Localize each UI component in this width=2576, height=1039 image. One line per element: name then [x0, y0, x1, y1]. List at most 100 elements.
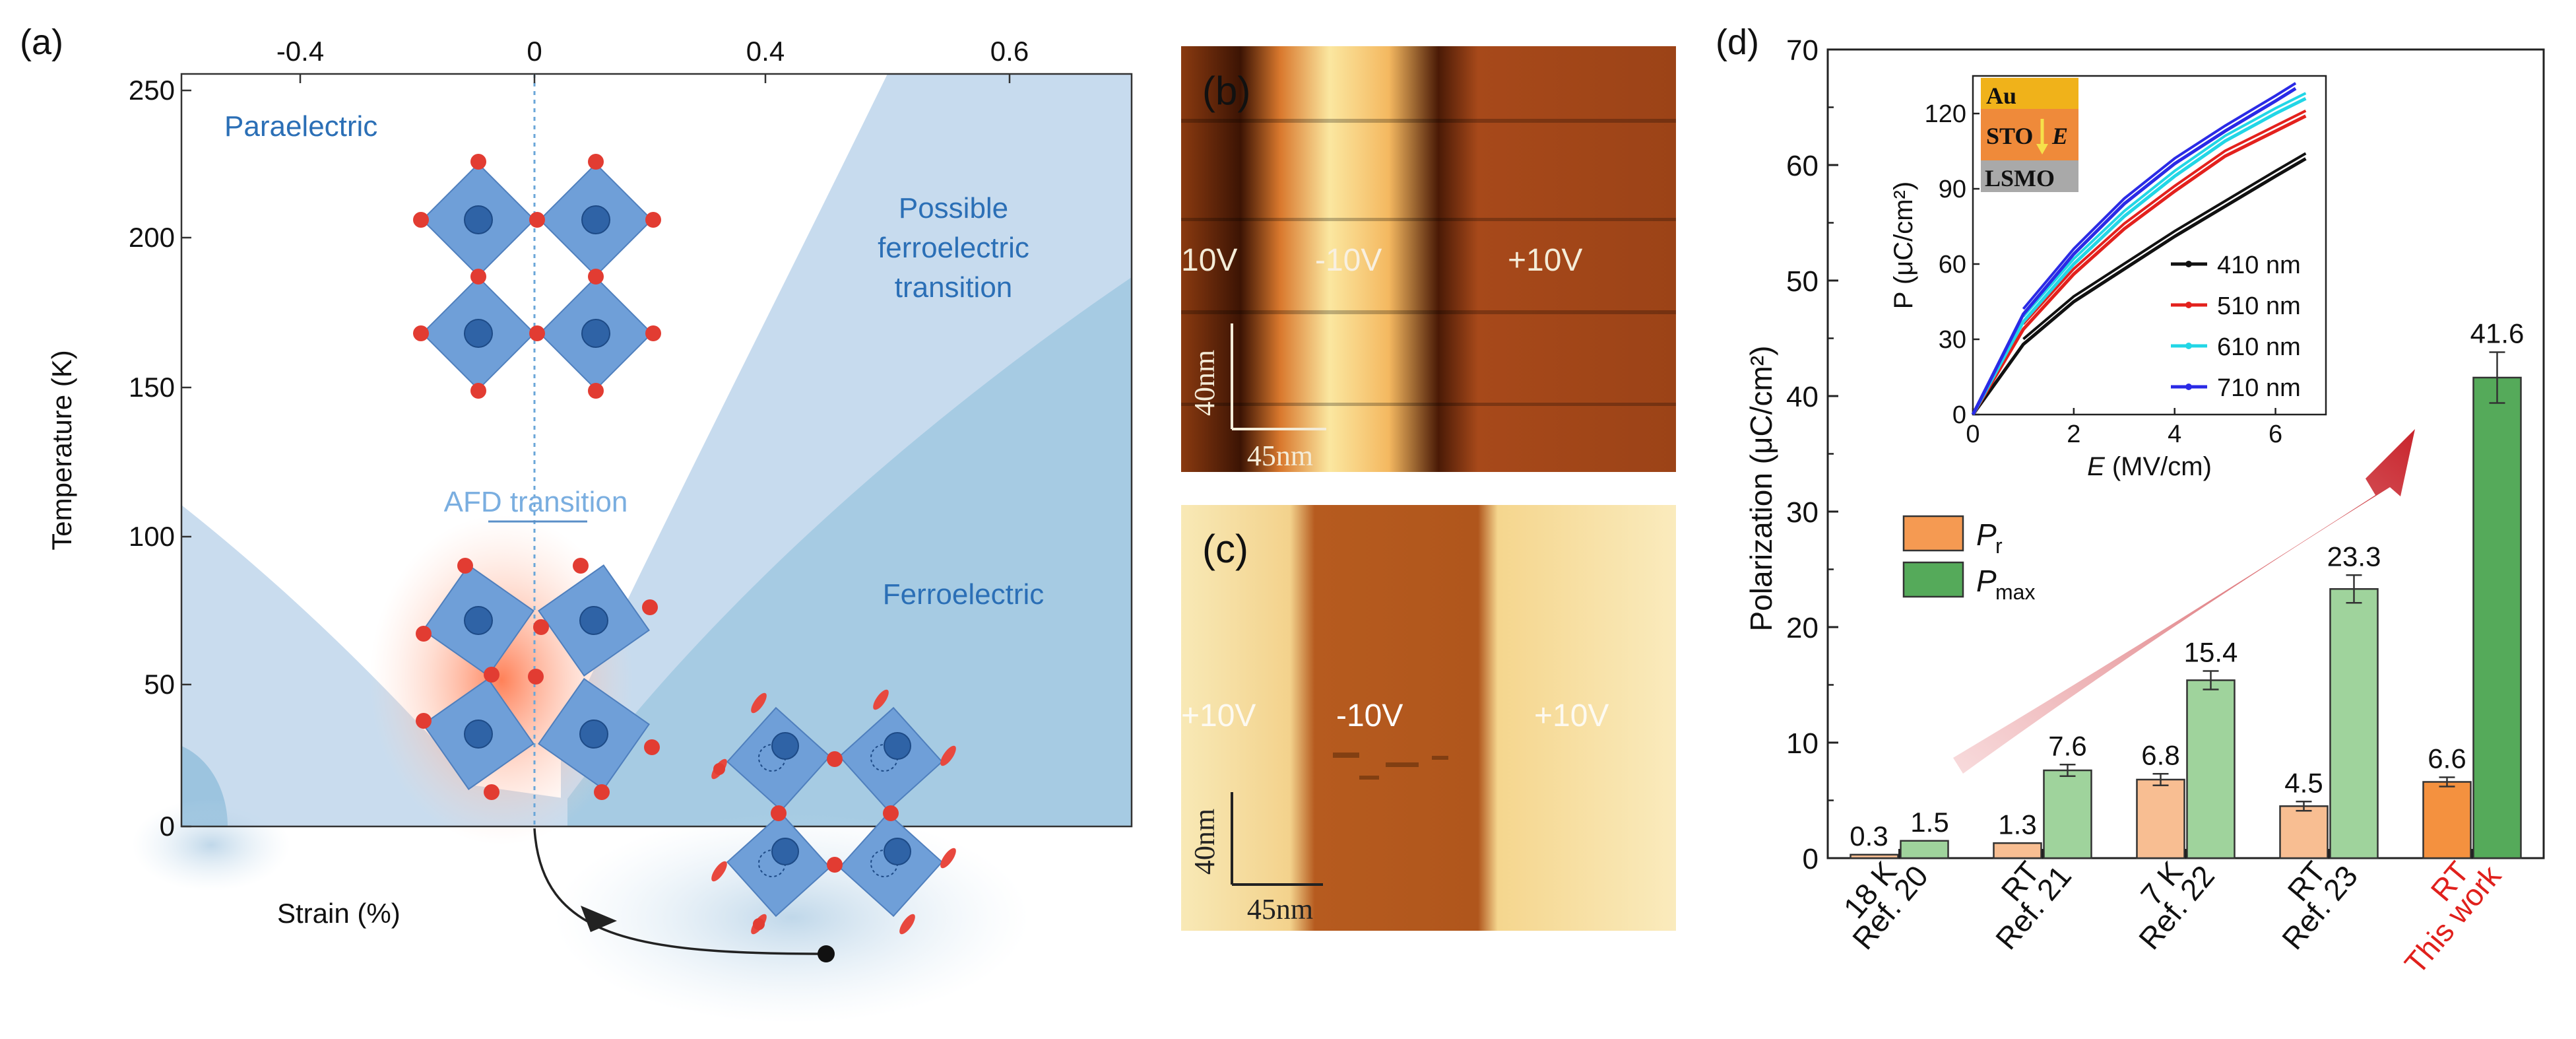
pe-curve [1971, 114, 2307, 416]
legend-pmax-sub: max [1995, 580, 2035, 604]
y-tick-label-d: 60 [1786, 150, 1819, 182]
x-label-a: Strain (%) [277, 898, 401, 929]
scale-text-vertical: 40nm [1188, 809, 1221, 875]
bar-pr-value-label: 0.3 [1850, 821, 1888, 852]
x-axis-a-top: -0.4 0 0.4 0.6 [276, 36, 1029, 83]
region-ferroelectric [567, 277, 1132, 826]
y-tick: 0 [160, 811, 175, 842]
octahedra-cluster-afd [416, 558, 660, 800]
pe-curve-upper [2022, 152, 2307, 341]
legend-pmax-text: P [1976, 564, 1997, 598]
inset-legend-label: 510 nm [2217, 292, 2301, 320]
inset-x-label-var: E [2087, 452, 2106, 481]
afm-image-b [1181, 46, 1676, 472]
bar-pmax [2472, 376, 2522, 859]
trend-arrow [1953, 429, 2415, 774]
frame-a [180, 73, 1133, 828]
region-label-possible-3: transition [895, 271, 1013, 304]
y-tick: 250 [129, 75, 175, 106]
transition-endpoint [818, 945, 835, 962]
bar-pr [1993, 842, 2042, 859]
legend-pr-sub: r [1995, 534, 2003, 558]
scale-text-horizontal: 45nm [1247, 893, 1313, 925]
inset-x-label-unit: (MV/cm) [2105, 452, 2212, 481]
y-tick: 200 [129, 222, 175, 253]
octahedra-cluster-ferro [711, 689, 956, 935]
stack-au-label: Au [1986, 83, 2016, 109]
bar-pmax [2186, 679, 2236, 859]
stack-e-label: E [2051, 123, 2068, 149]
axes-d: 0 10 20 30 40 50 60 70 [1786, 34, 2545, 875]
panel-b-label: (b) [1202, 69, 1250, 113]
bar-pmax-value-label: 41.6 [2470, 318, 2525, 349]
inset-frame [1972, 75, 2327, 416]
bars-d: 0.3 1.5 1.3 7.6 6.8 15.4 4.5 23.3 6.6 41.6 [1850, 318, 2524, 859]
bar-pr [2422, 781, 2472, 859]
stack-lsmo-label: LSMO [1985, 165, 2055, 191]
legend-swatch-pmax [1902, 561, 1964, 598]
y-tick: 150 [129, 372, 175, 403]
y-tick-label-d: 70 [1786, 34, 1819, 67]
bar-pr-value-label: 4.5 [2284, 767, 2323, 798]
bar-pmax-value-label: 7.6 [2048, 730, 2086, 761]
y-tick-label-d: 20 [1786, 612, 1819, 644]
y-tick-label-d: 40 [1786, 381, 1819, 413]
inset-x-tick-label: 6 [2269, 420, 2282, 448]
legend-d: P r P max [1902, 515, 2035, 604]
y-axis-a: 250 200 150 100 50 0 [129, 75, 191, 842]
panel-c: (c) +10V -10V +10V 40nm 45nm [1181, 505, 1676, 931]
bar-pr-value-label: 6.6 [2428, 743, 2466, 774]
stack-lsmo [1981, 160, 2078, 192]
panel-d-label: (d) [1716, 22, 1759, 62]
inset-legend-marker [2185, 261, 2192, 267]
inset-legend-label: 410 nm [2217, 251, 2301, 279]
legend-swatch-pr [1902, 515, 1964, 552]
region-label-ferroelectric: Ferroelectric [883, 578, 1045, 611]
inset-lines [1971, 82, 2307, 416]
panel-a-label: (a) [20, 22, 63, 62]
y-label-d: Polarization (μC/cm²) [1744, 346, 1778, 632]
y-tick: 50 [144, 669, 175, 700]
transition-arrow-path [533, 828, 825, 955]
panel-c-label: (c) [1202, 527, 1248, 571]
region-label-possible-1: Possible [899, 192, 1008, 224]
y-tick-label-d: 30 [1786, 496, 1819, 529]
pe-curve-upper [2022, 92, 2307, 318]
octahedra-cluster-cubic [413, 154, 661, 399]
inset-y-tick-label: 0 [1952, 401, 1966, 429]
y-tick-label-d: 50 [1786, 265, 1819, 298]
bar-pr [2136, 778, 2185, 859]
y-tick-label-d: 10 [1786, 727, 1819, 760]
y-label-a: Temperature (K) [46, 350, 77, 550]
inset-legend-label: 710 nm [2217, 374, 2301, 402]
legend-pr-text: P [1976, 518, 1997, 552]
panel-d: (d) Polarization (μC/cm²) 0 10 20 30 40 50 60 7… [1716, 22, 2545, 980]
bar-pmax-value-label: 15.4 [2184, 637, 2238, 668]
x-tick: 0 [527, 36, 542, 67]
inset-legend-label: 610 nm [2217, 333, 2301, 361]
inset-y-tick-label: 90 [1939, 176, 1966, 203]
bar-pmax [1900, 840, 1949, 859]
region-label-afd: AFD transition [444, 486, 628, 518]
region-label-paraelectric: Paraelectric [224, 110, 377, 143]
inset-legend: 410 nm 510 nm 610 nm 710 nm [2171, 251, 2301, 402]
voltage-label: -10V [1336, 698, 1403, 733]
inset-x-label: E (MV/cm) [2087, 452, 2212, 481]
transition-arrowhead [581, 906, 617, 932]
scale-text-vertical: 40nm [1188, 350, 1221, 416]
inset-y-label: P (μC/cm²) [1889, 182, 1918, 309]
inset-x-tick-label: 2 [2067, 420, 2080, 448]
inset-y-tick-label: 30 [1939, 326, 1966, 354]
bar-pmax [2329, 588, 2379, 859]
voltage-label: +10V [1534, 698, 1609, 733]
voltage-label: 10V [1181, 243, 1237, 278]
region-label-possible-2: ferroelectric [878, 232, 1029, 264]
scale-text-horizontal: 45nm [1247, 440, 1313, 472]
pe-curve-upper [2022, 82, 2297, 310]
y-tick: 100 [129, 521, 175, 552]
panel-b: (b) 10V -10V +10V 40nm 45nm [1181, 46, 1676, 472]
panel-a: (a) 250 200 150 100 50 0 [20, 22, 1133, 1023]
bar-pmax-value-label: 23.3 [2327, 541, 2381, 572]
